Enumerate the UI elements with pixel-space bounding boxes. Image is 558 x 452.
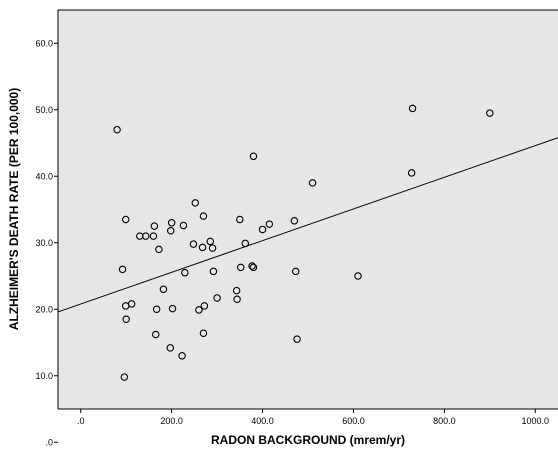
data-point — [121, 215, 130, 224]
data-point — [354, 272, 362, 280]
data-point — [209, 267, 218, 276]
y-tick-label: .0 — [45, 437, 53, 447]
y-tick-label: 10.0 — [35, 371, 53, 381]
data-point — [408, 104, 417, 113]
data-point — [200, 302, 209, 310]
data-point — [293, 335, 301, 343]
data-point — [407, 169, 416, 177]
x-tick-label: 600.0 — [342, 416, 365, 426]
data-point — [166, 344, 175, 352]
data-point — [486, 109, 494, 117]
y-tick-label: 30.0 — [35, 238, 53, 248]
data-point — [189, 240, 198, 248]
data-point — [291, 267, 300, 276]
data-point — [149, 232, 158, 240]
data-point — [179, 221, 188, 230]
data-point — [166, 227, 175, 235]
data-point — [127, 300, 136, 308]
data-points — [113, 104, 494, 381]
data-point — [248, 262, 256, 270]
data-point — [213, 294, 221, 302]
data-point — [241, 239, 250, 248]
data-point — [141, 232, 150, 240]
x-axis: .0 200.0 400.0 600.0 800.0 1000.0 — [77, 409, 549, 426]
data-point — [208, 244, 217, 252]
data-point — [232, 286, 241, 295]
data-point — [258, 225, 267, 234]
data-point — [150, 222, 159, 230]
data-point — [113, 125, 121, 134]
y-tick-label: 40.0 — [35, 171, 53, 181]
data-point — [199, 212, 208, 220]
data-point — [236, 263, 245, 272]
data-point — [290, 217, 299, 225]
plot-background — [58, 10, 558, 409]
x-tick-label: 800.0 — [433, 416, 456, 426]
data-point — [168, 304, 177, 313]
data-point — [233, 295, 241, 304]
x-tick-label: 1000.0 — [522, 416, 550, 426]
data-point — [167, 219, 176, 227]
data-point — [236, 215, 244, 224]
data-point — [151, 330, 160, 339]
data-point — [265, 220, 274, 228]
data-point — [181, 268, 189, 277]
data-point — [249, 263, 258, 272]
y-tick-label: 50.0 — [35, 105, 53, 115]
data-point — [308, 179, 317, 187]
x-tick-label: 200.0 — [160, 416, 183, 426]
data-point — [118, 265, 127, 274]
y-axis: .0 10.0 20.0 30.0 40.0 50.0 60.0 — [35, 38, 58, 447]
y-axis-title: ALZHEIMER'S DEATH RATE (PER 100,000) — [7, 88, 21, 330]
data-point — [120, 373, 129, 381]
y-tick-label: 20.0 — [35, 304, 53, 314]
data-point — [191, 199, 200, 207]
fit-line — [57, 137, 558, 313]
data-point — [199, 329, 208, 337]
data-point — [198, 243, 207, 252]
data-point — [155, 245, 163, 254]
x-tick-label: .0 — [77, 416, 85, 426]
x-axis-title: RADON BACKGROUND (mrem/yr) — [211, 433, 405, 447]
data-point — [178, 352, 186, 360]
y-tick-label: 60.0 — [35, 38, 53, 48]
data-point — [122, 315, 130, 323]
data-point — [249, 152, 258, 161]
data-point — [206, 237, 215, 246]
data-point — [152, 305, 161, 313]
x-tick-label: 400.0 — [251, 416, 274, 426]
data-point — [159, 285, 168, 294]
data-point — [195, 306, 203, 314]
